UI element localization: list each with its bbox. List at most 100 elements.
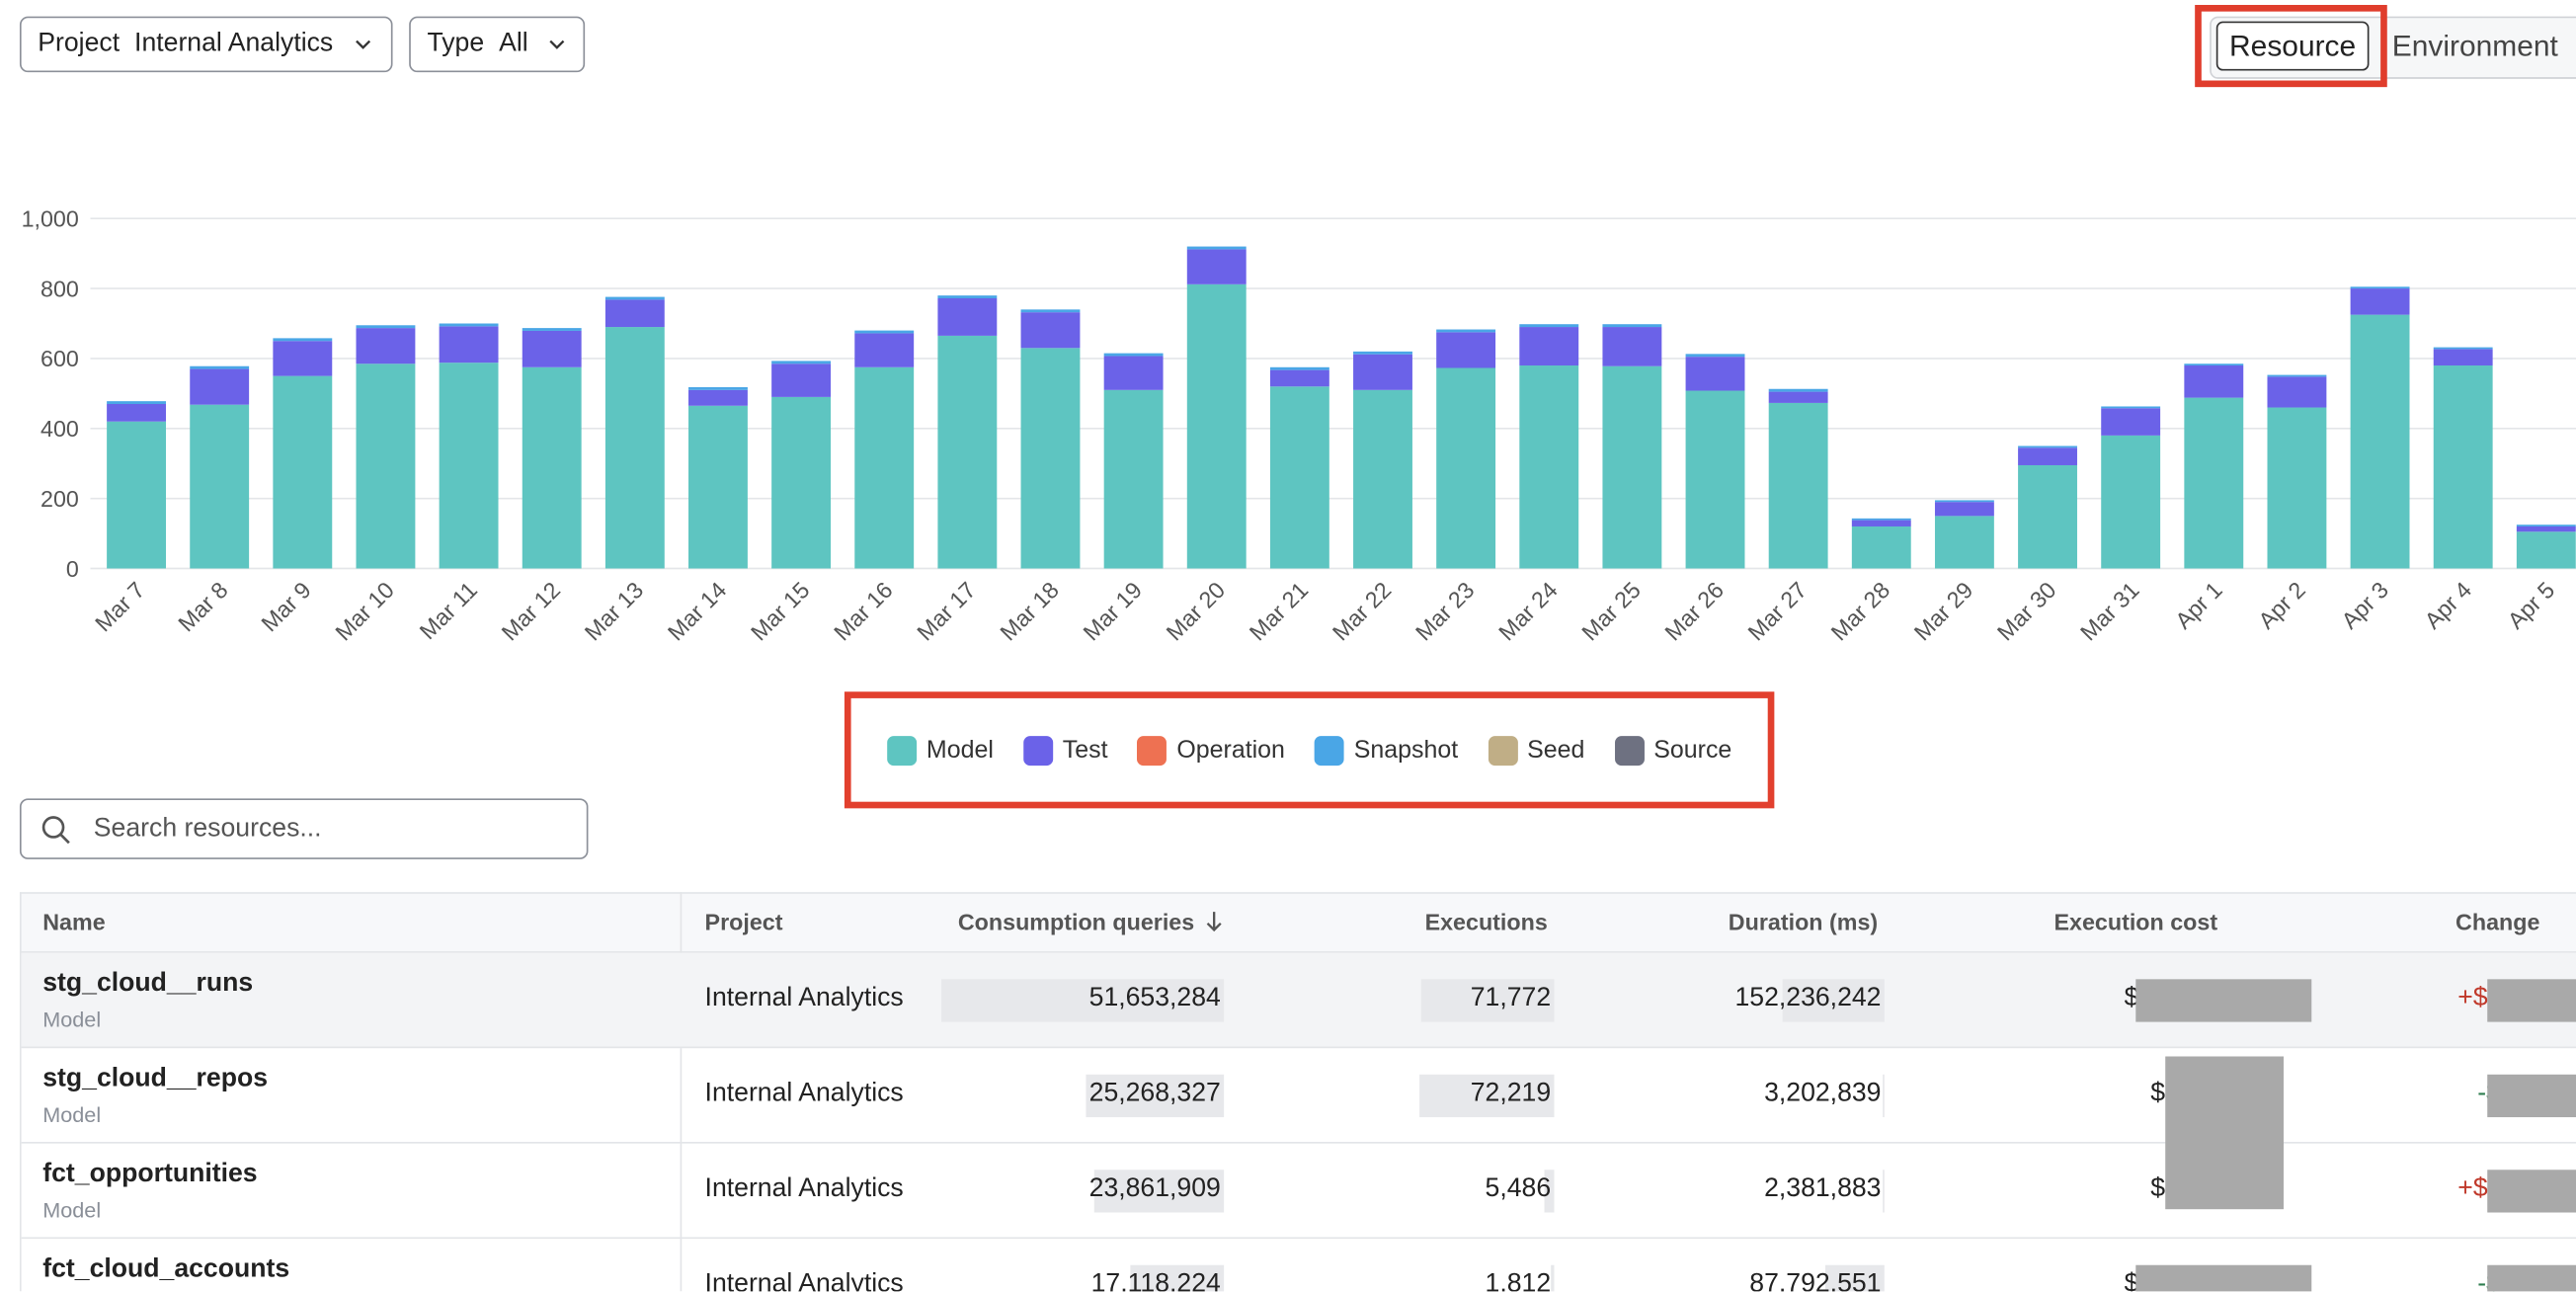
bar-segment [937, 297, 998, 336]
value-bar [1825, 1264, 1885, 1292]
chevron [355, 40, 370, 49]
bar-segment [1269, 366, 1329, 370]
legend-item[interactable]: Operation [1137, 735, 1285, 766]
bar-segment [2101, 435, 2161, 569]
column-header: Name [42, 908, 106, 935]
value-bar [1883, 1170, 1885, 1213]
highlight-box [2195, 4, 2387, 88]
chevron [550, 40, 566, 49]
legend-label: Operation [1176, 736, 1285, 765]
bar-segment [2433, 365, 2493, 569]
redaction [2135, 979, 2312, 1022]
bar-segment [2350, 314, 2410, 569]
bar-segment [1519, 324, 1579, 328]
column-header[interactable]: Change [2455, 908, 2540, 935]
bar-segment [1685, 357, 1745, 391]
legend-item[interactable]: Seed [1488, 735, 1584, 766]
toggle-option-selected[interactable]: Resource [2215, 21, 2370, 71]
bar-segment [2350, 286, 2410, 289]
change-cell: +$ [2457, 984, 2488, 1012]
resource-name: stg_cloud__repos [42, 1064, 269, 1093]
table-row[interactable] [21, 1048, 2576, 1144]
bar-segment [1519, 365, 1579, 569]
value-cell: 1,812 [1485, 1269, 1552, 1292]
bar-segment [1685, 390, 1745, 569]
legend-item[interactable]: Model [887, 735, 994, 766]
value-bar [1130, 1264, 1225, 1292]
bar-segment [854, 333, 915, 367]
bar-segment [2433, 349, 2493, 366]
value-cell: 71,772 [1470, 984, 1552, 1012]
table-border [19, 892, 22, 1292]
legend-item[interactable]: Snapshot [1314, 735, 1459, 766]
legend-label: Test [1062, 736, 1108, 765]
redaction [2487, 1264, 2576, 1292]
bar-segment [2267, 407, 2327, 569]
column-divider [680, 892, 683, 1292]
value-bar [1086, 1074, 1225, 1118]
bar-segment [1269, 386, 1329, 569]
bar-segment [356, 325, 416, 329]
cost-cell: $ [2124, 984, 2139, 1012]
value-cell: 152,236,242 [1734, 984, 1882, 1012]
bar-segment [2350, 288, 2410, 315]
bar-segment [1020, 348, 1081, 569]
toggle-option[interactable]: Environment [2391, 29, 2558, 63]
bar-segment [1269, 369, 1329, 387]
bar-segment [1768, 402, 1828, 569]
bar-segment [937, 335, 998, 569]
project-cell: Internal Analytics [704, 1269, 904, 1292]
y-tick-label: 200 [40, 486, 79, 512]
filter-value: Internal Analytics [134, 29, 334, 58]
value-bar [1419, 1074, 1555, 1118]
legend-label: Source [1653, 736, 1732, 765]
bar-segment [1851, 525, 1911, 569]
table-row[interactable] [21, 1144, 2576, 1240]
value-cell: 5,486 [1485, 1174, 1552, 1203]
value-cell: 25,268,327 [1088, 1079, 1221, 1108]
value-cell: 87,792,551 [1749, 1269, 1882, 1292]
value-bar [941, 979, 1225, 1022]
bar-segment [439, 363, 499, 569]
legend-label: Model [926, 736, 994, 765]
bar-segment [2267, 374, 2327, 377]
bar-segment [2184, 363, 2244, 366]
bar-segment [1020, 309, 1081, 313]
type-filter[interactable]: Type All [409, 16, 586, 73]
legend-swatch [1488, 735, 1518, 766]
bar-segment [2516, 525, 2576, 526]
legend-item[interactable]: Source [1614, 735, 1732, 766]
filter-label: Type [427, 29, 485, 58]
column-header[interactable]: Execution cost [2053, 908, 2218, 935]
filter-label: Project [38, 29, 121, 58]
redaction [2487, 979, 2576, 1022]
sort-arrow[interactable] [1204, 910, 1224, 932]
bar-segment [1851, 520, 1911, 526]
column-header[interactable]: Executions [1424, 908, 1548, 935]
resource-type: Model [42, 1197, 102, 1223]
bar-segment [522, 366, 582, 569]
change-cell: +$ [2457, 1174, 2488, 1203]
value-cell: 3,202,839 [1764, 1079, 1882, 1108]
y-tick-label: 1,000 [22, 206, 79, 232]
y-tick-label: 0 [66, 556, 79, 582]
project-filter[interactable]: Project Internal Analytics [19, 16, 393, 73]
column-header[interactable]: Consumption queries [957, 908, 1195, 935]
bar-segment [1934, 516, 1994, 569]
value-cell: 51,653,284 [1088, 984, 1221, 1012]
legend-label: Snapshot [1353, 736, 1459, 765]
bar-segment [604, 296, 665, 300]
bar-segment [2516, 525, 2576, 532]
cost-cell: $ [2150, 1174, 2166, 1203]
project-cell: Internal Analytics [704, 1079, 904, 1108]
column-header[interactable]: Duration (ms) [1728, 908, 1879, 935]
legend-item[interactable]: Test [1022, 735, 1108, 766]
bar-segment [1768, 391, 1828, 403]
bar-segment [1353, 389, 1412, 569]
resource-name: stg_cloud__runs [42, 969, 254, 998]
filter-value: All [499, 29, 528, 58]
bar-segment [2267, 376, 2327, 408]
search-box[interactable]: Search resources... [19, 798, 589, 859]
